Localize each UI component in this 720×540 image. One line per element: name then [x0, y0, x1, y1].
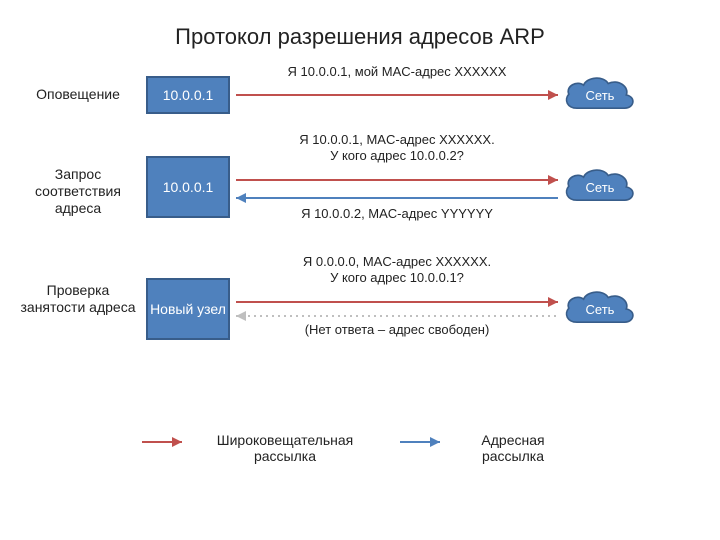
- legend-label: Широковещательная рассылка: [200, 432, 370, 464]
- row-label: Запрос соответствия адреса: [18, 166, 138, 216]
- arp-message: Я 0.0.0.0, MAC-адрес XXXXXX.У кого адрес…: [236, 254, 558, 287]
- host-node: 10.0.0.1: [146, 76, 230, 114]
- arp-message: Я 10.0.0.2, MAC-адрес YYYYYY: [236, 206, 558, 222]
- network-cloud: Сеть: [556, 164, 644, 210]
- arp-message: Я 10.0.0.1, MAC-адрес XXXXXX.У кого адре…: [236, 132, 558, 165]
- legend-label: Адресная рассылка: [458, 432, 568, 464]
- host-node: Новый узел: [146, 278, 230, 340]
- arp-message: (Нет ответа – адрес свободен): [236, 322, 558, 338]
- network-cloud: Сеть: [556, 286, 644, 332]
- network-cloud: Сеть: [556, 72, 644, 118]
- host-node: 10.0.0.1: [146, 156, 230, 218]
- page-title: Протокол разрешения адресов ARP: [0, 0, 720, 50]
- arp-message: Я 10.0.0.1, мой MAC-адрес XXXXXX: [236, 64, 558, 80]
- row-label: Проверка занятости адреса: [18, 282, 138, 316]
- row-label: Оповещение: [18, 86, 138, 103]
